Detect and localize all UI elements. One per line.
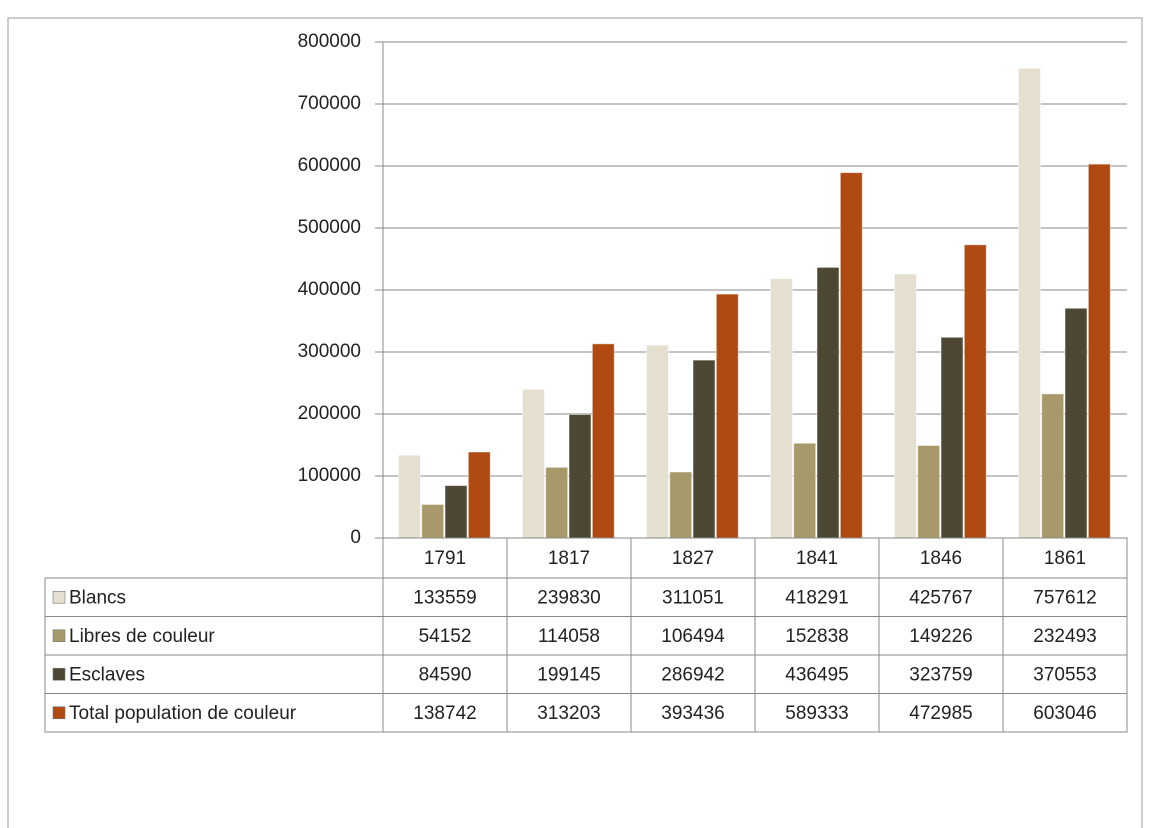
table-value: 114058 [538, 626, 600, 647]
table-value: 239830 [537, 587, 600, 608]
table-value: 133559 [413, 587, 476, 608]
legend-swatch [52, 629, 66, 643]
y-tick-label: 200000 [298, 403, 361, 424]
legend-label: Libres de couleur [69, 626, 215, 647]
table-value: 149226 [909, 626, 972, 647]
x-tick-label: 1791 [424, 548, 466, 569]
bar [669, 471, 693, 539]
table-value: 589333 [785, 703, 848, 724]
bar [645, 344, 669, 539]
table-value: 199145 [537, 664, 600, 685]
x-tick-label: 1841 [796, 548, 838, 569]
bar [444, 485, 468, 539]
bar [545, 466, 569, 539]
table-value: 84590 [419, 664, 472, 685]
legend-label: Blancs [69, 587, 126, 608]
x-tick-label: 1861 [1044, 548, 1086, 569]
table-value: 54152 [419, 626, 472, 647]
x-tick-label: 1846 [920, 548, 962, 569]
bar [1041, 393, 1065, 539]
bar [769, 278, 793, 539]
bar [816, 266, 840, 539]
table-value: 152838 [785, 626, 848, 647]
table-value: 425767 [909, 587, 972, 608]
table-value: 472985 [909, 703, 972, 724]
bar [793, 442, 817, 539]
y-tick-label: 0 [350, 527, 361, 548]
x-tick-label: 1817 [548, 548, 590, 569]
bar [421, 503, 445, 539]
y-tick-label: 600000 [298, 155, 361, 176]
y-tick-label: 100000 [298, 465, 361, 486]
y-tick-label: 400000 [298, 279, 361, 300]
bar [893, 273, 917, 539]
table-value: 757612 [1033, 587, 1096, 608]
y-tick-label: 700000 [298, 93, 361, 114]
bar [917, 444, 941, 539]
table-cell [1002, 693, 1128, 733]
bar [568, 414, 592, 539]
y-tick-label: 800000 [298, 31, 361, 52]
y-tick-label: 500000 [298, 217, 361, 238]
bar [715, 293, 739, 539]
bar [1064, 307, 1088, 539]
x-tick-label: 1827 [672, 548, 714, 569]
bar [940, 336, 964, 539]
bar [467, 451, 491, 539]
bar [1017, 67, 1041, 539]
chart-frame [7, 17, 1143, 828]
legend-swatch [52, 706, 66, 720]
table-value: 106494 [661, 626, 725, 647]
bar [397, 454, 421, 539]
bar [692, 359, 716, 539]
legend-label: Esclaves [69, 664, 145, 685]
table-value: 313203 [537, 703, 600, 724]
legend-swatch [52, 590, 66, 604]
table-value: 311051 [662, 587, 724, 608]
table-value: 436495 [785, 664, 848, 685]
bar [521, 388, 545, 539]
bar [839, 172, 863, 539]
y-tick-label: 300000 [298, 341, 361, 362]
table-value: 232493 [1033, 626, 1096, 647]
table-value: 370553 [1033, 664, 1096, 685]
bar [1087, 163, 1111, 539]
table-value: 603046 [1033, 703, 1096, 724]
legend-swatch [52, 667, 66, 681]
legend-label: Total population de couleur [69, 703, 297, 724]
table-value: 138742 [413, 703, 476, 724]
table-value: 286942 [661, 664, 724, 685]
bar [963, 244, 987, 539]
table-value: 418291 [785, 587, 848, 608]
table-value: 323759 [909, 664, 972, 685]
bar [591, 343, 615, 539]
table-value: 393436 [661, 703, 724, 724]
